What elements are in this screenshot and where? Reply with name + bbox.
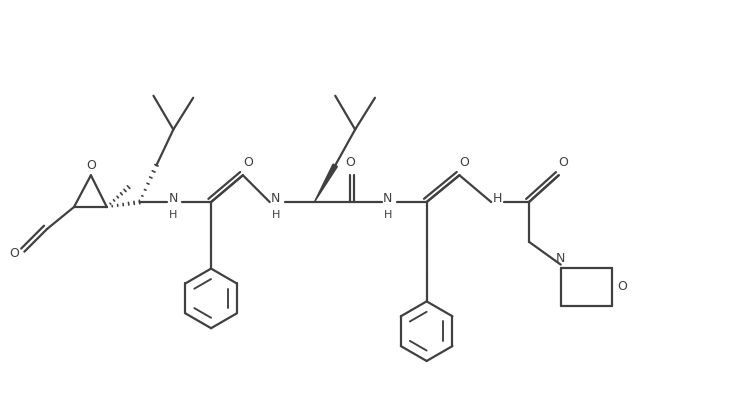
Text: H: H <box>384 210 392 220</box>
Text: O: O <box>558 156 568 169</box>
Text: H: H <box>169 210 178 220</box>
Text: N: N <box>271 191 280 205</box>
Text: O: O <box>10 247 19 260</box>
Text: N: N <box>383 191 393 205</box>
Text: N: N <box>556 252 565 265</box>
Text: O: O <box>460 156 469 169</box>
Text: O: O <box>618 281 627 294</box>
Text: N: N <box>169 191 178 205</box>
Text: O: O <box>243 156 253 169</box>
Text: O: O <box>86 159 96 172</box>
Text: H: H <box>493 191 502 205</box>
Polygon shape <box>315 164 338 202</box>
Text: H: H <box>272 210 280 220</box>
Text: O: O <box>345 156 355 169</box>
